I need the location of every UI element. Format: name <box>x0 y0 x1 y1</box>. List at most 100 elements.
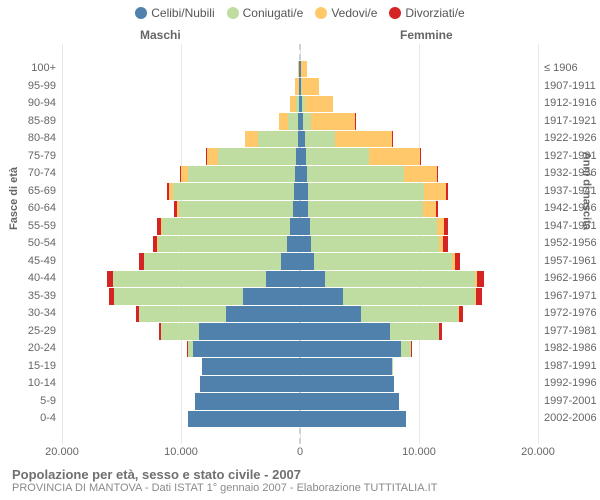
bar-segment <box>300 323 390 340</box>
legend-item: Vedovi/e <box>315 6 377 20</box>
bar-segment <box>311 236 440 253</box>
year-label: 1917-1921 <box>544 113 600 131</box>
bar-segment <box>301 61 307 78</box>
female-bar <box>300 148 421 165</box>
bar-segment <box>401 341 411 358</box>
chart-container: Celibi/NubiliConiugati/eVedovi/eDivorzia… <box>0 0 600 500</box>
legend-label: Vedovi/e <box>331 6 377 20</box>
bar-segment <box>179 201 293 218</box>
age-label: 20-24 <box>6 340 56 358</box>
bar-segment <box>188 411 300 428</box>
bar-segment <box>300 306 361 323</box>
male-bar <box>290 96 300 113</box>
bar-segment <box>193 341 300 358</box>
bar-segment <box>423 201 436 218</box>
bar-segment <box>218 148 297 165</box>
year-label: 1952-1956 <box>544 235 600 253</box>
bar-segment <box>293 201 300 218</box>
age-label: 70-74 <box>6 165 56 183</box>
female-bar <box>300 61 307 78</box>
age-label: 30-34 <box>6 305 56 323</box>
bar-segment <box>300 183 308 200</box>
bar-segment <box>420 148 421 165</box>
female-bar <box>300 411 406 428</box>
age-row: 95-991907-1911 <box>62 78 538 96</box>
year-label: 2002-2006 <box>544 410 600 428</box>
age-row: 100+≤ 1906 <box>62 60 538 78</box>
bar-segment <box>369 148 420 165</box>
bar-segment <box>114 288 243 305</box>
age-row: 50-541952-1956 <box>62 235 538 253</box>
legend-swatch <box>135 7 147 19</box>
footer: Popolazione per età, sesso e stato civil… <box>12 467 588 494</box>
bar-segment <box>207 148 218 165</box>
female-bar <box>300 288 482 305</box>
male-bar <box>279 113 300 130</box>
female-bar <box>300 306 463 323</box>
legend-label: Coniugati/e <box>243 6 304 20</box>
age-label: 100+ <box>6 60 56 78</box>
year-label: ≤ 1906 <box>544 60 600 78</box>
age-label: 90-94 <box>6 95 56 113</box>
female-bar <box>300 96 333 113</box>
age-row: 30-341972-1976 <box>62 305 538 323</box>
year-label: 1992-1996 <box>544 375 600 393</box>
male-bar <box>200 376 300 393</box>
bar-segment <box>308 201 422 218</box>
bar-segment <box>390 323 439 340</box>
bar-segment <box>226 306 300 323</box>
x-tick-label: 10.000 <box>402 446 436 458</box>
bar-segment <box>443 236 448 253</box>
bar-segment <box>476 288 483 305</box>
bar-segment <box>300 271 325 288</box>
age-row: 45-491957-1961 <box>62 253 538 271</box>
male-bar <box>245 131 300 148</box>
male-bar <box>195 393 300 410</box>
bar-segment <box>288 113 299 130</box>
year-label: 1982-1986 <box>544 340 600 358</box>
bar-segment <box>200 376 300 393</box>
year-label: 1912-1916 <box>544 95 600 113</box>
age-row: 80-841922-1926 <box>62 130 538 148</box>
bar-segment <box>281 253 300 270</box>
age-row: 70-741932-1936 <box>62 165 538 183</box>
bar-segment <box>300 201 308 218</box>
year-label: 1977-1981 <box>544 323 600 341</box>
female-bar <box>300 183 448 200</box>
bar-segment <box>139 306 226 323</box>
age-row: 35-391967-1971 <box>62 288 538 306</box>
age-row: 75-791927-1931 <box>62 148 538 166</box>
age-label: 85-89 <box>6 113 56 131</box>
male-bar <box>167 183 300 200</box>
bar-segment <box>158 236 287 253</box>
bar-segment <box>308 183 425 200</box>
male-bar <box>107 271 300 288</box>
bar-segment <box>306 148 369 165</box>
year-label: 1942-1946 <box>544 200 600 218</box>
age-row: 40-441962-1966 <box>62 270 538 288</box>
bar-segment <box>343 288 475 305</box>
male-bar <box>159 323 300 340</box>
bar-segment <box>305 96 334 113</box>
bar-segment <box>300 166 307 183</box>
age-label: 5-9 <box>6 393 56 411</box>
bar-segment <box>258 131 297 148</box>
legend-swatch <box>315 7 327 19</box>
males-title: Maschi <box>140 28 181 42</box>
year-label: 1972-1976 <box>544 305 600 323</box>
grid-line <box>538 44 539 444</box>
year-label: 1932-1936 <box>544 165 600 183</box>
age-label: 0-4 <box>6 410 56 428</box>
bar-segment <box>311 113 355 130</box>
bar-segment <box>437 166 438 183</box>
legend-item: Divorziati/e <box>389 6 464 20</box>
bar-segment <box>243 288 300 305</box>
bar-segment <box>314 253 452 270</box>
year-label: 1962-1966 <box>544 270 600 288</box>
age-row: 0-42002-2006 <box>62 410 538 428</box>
bar-segment <box>161 323 199 340</box>
year-label: 1987-1991 <box>544 358 600 376</box>
bar-segment <box>305 131 335 148</box>
legend: Celibi/NubiliConiugati/eVedovi/eDivorzia… <box>0 6 600 20</box>
bar-segment <box>300 236 311 253</box>
